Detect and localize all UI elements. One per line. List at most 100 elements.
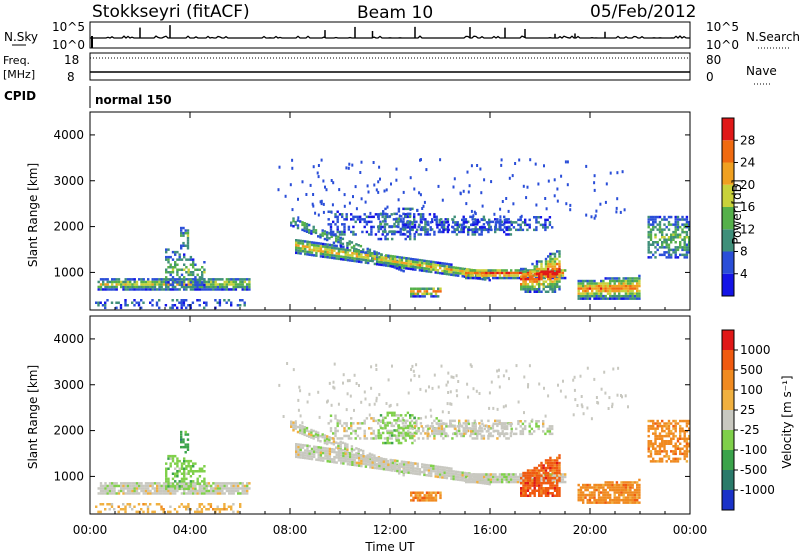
power-cell <box>358 244 360 247</box>
velocity-cell <box>422 437 424 440</box>
velocity-cell <box>668 425 670 428</box>
velocity-cell <box>131 508 133 511</box>
power-cell <box>345 259 347 262</box>
velocity-cell <box>158 487 160 490</box>
power-cell <box>109 281 111 284</box>
velocity-cell <box>369 466 371 469</box>
velocity-cell <box>389 442 391 445</box>
velocity-cell <box>393 434 395 437</box>
velocity-cell <box>475 423 477 426</box>
velocity-cell <box>467 478 469 481</box>
velocity-cell <box>657 445 659 448</box>
velocity-cell <box>638 496 640 499</box>
power-cell <box>552 283 554 286</box>
velocity-cell <box>233 485 235 488</box>
velocity-cell <box>515 478 517 481</box>
velocity-cell <box>549 479 551 482</box>
power-cell <box>167 286 169 289</box>
velocity-cell <box>650 443 652 446</box>
velocity-cell <box>517 476 519 479</box>
power-cell <box>158 299 160 302</box>
power-cell <box>479 269 481 272</box>
power-cell <box>465 274 467 277</box>
velocity-cell <box>223 503 225 506</box>
velocity-cell <box>584 484 586 487</box>
velocity-cell <box>197 490 199 493</box>
power-cell <box>183 269 185 272</box>
velocity-cell <box>210 506 212 509</box>
power-cell <box>472 272 474 275</box>
velocity-cell <box>663 425 665 428</box>
velocity-cell <box>97 511 99 513</box>
velocity-cell <box>350 437 352 440</box>
power-cell <box>359 218 361 221</box>
velocity-cell <box>549 430 551 433</box>
velocity-cell <box>212 508 214 511</box>
power-cell <box>420 218 422 221</box>
power-cell <box>317 172 319 175</box>
velocity-cell <box>616 491 618 494</box>
power-cell <box>407 221 409 224</box>
velocity-cell <box>170 457 172 460</box>
velocity-cell <box>439 468 441 471</box>
velocity-cell <box>389 434 391 437</box>
velocity-cell <box>412 497 414 500</box>
power-cell <box>648 241 650 244</box>
power-cell <box>142 302 144 305</box>
velocity-cell <box>176 473 178 476</box>
velocity-cell <box>402 429 404 432</box>
velocity-cell <box>506 428 508 431</box>
power-cell <box>666 218 668 221</box>
velocity-cell <box>174 468 176 471</box>
velocity-cell <box>384 417 386 420</box>
velocity-cell <box>403 463 405 466</box>
power-cell <box>313 247 315 250</box>
velocity-cell <box>373 420 375 423</box>
velocity-cell <box>481 473 483 476</box>
power-cell <box>441 262 443 265</box>
velocity-cell <box>185 492 187 495</box>
velocity-cell <box>531 428 533 431</box>
power-cell <box>522 229 524 232</box>
power-cell <box>499 277 501 280</box>
velocity-cell <box>365 458 367 461</box>
velocity-cell <box>686 443 688 446</box>
velocity-cell <box>214 508 216 511</box>
power-cell <box>435 261 437 264</box>
velocity-cell <box>340 443 342 446</box>
velocity-cell <box>556 474 558 477</box>
power-cell <box>558 278 560 281</box>
power-cell <box>161 281 163 284</box>
nsky-label: N.Sky <box>4 30 38 44</box>
velocity-cell <box>527 469 529 472</box>
power-cell <box>174 266 176 269</box>
velocity-cell <box>199 511 201 513</box>
velocity-cell <box>457 471 459 474</box>
velocity-cell <box>336 456 338 459</box>
power-cell <box>527 273 529 276</box>
power-cell <box>439 272 441 275</box>
velocity-cell <box>331 448 333 451</box>
power-colorbar-label: 24 <box>740 156 755 170</box>
power-cell <box>453 266 455 269</box>
power-cell <box>370 228 372 231</box>
velocity-cell <box>158 485 160 488</box>
velocity-cell <box>226 508 228 511</box>
power-cell <box>337 241 339 244</box>
velocity-cell <box>176 490 178 493</box>
velocity-cell <box>409 437 411 440</box>
power-cell <box>522 221 524 224</box>
power-cell <box>120 281 122 284</box>
velocity-cell <box>627 501 629 504</box>
power-cell <box>396 218 398 221</box>
velocity-cell <box>340 457 342 460</box>
velocity-cell <box>462 472 464 475</box>
power-cell <box>359 221 361 224</box>
velocity-cell <box>378 434 380 437</box>
power-cell <box>223 299 225 302</box>
velocity-cell <box>309 450 311 453</box>
velocity-cell <box>620 486 622 489</box>
velocity-cell <box>421 499 423 502</box>
velocity-cell <box>324 452 326 455</box>
power-cell <box>543 288 545 291</box>
